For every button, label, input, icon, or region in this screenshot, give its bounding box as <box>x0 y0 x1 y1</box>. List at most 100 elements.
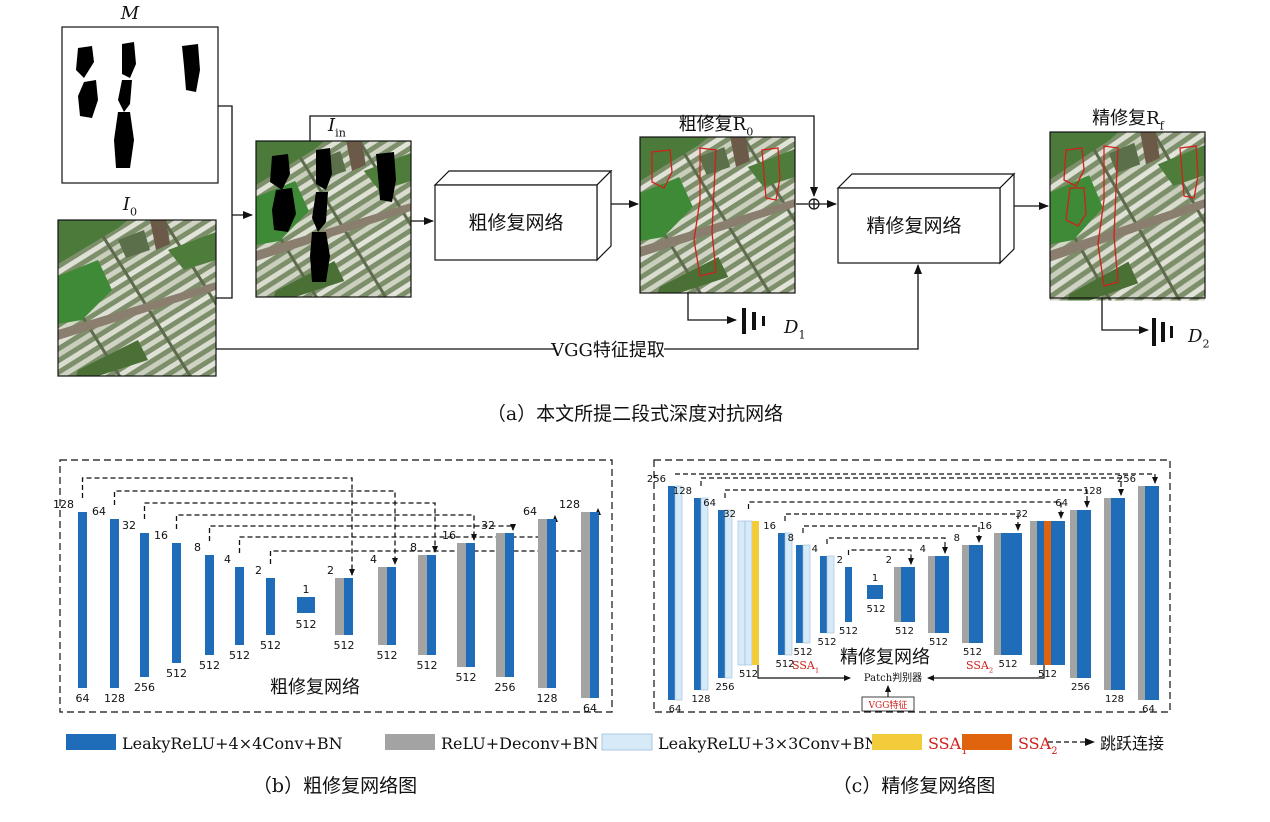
masked-hole <box>312 192 328 232</box>
encoder-block <box>110 519 119 688</box>
decoder-channel-label: 64 <box>1142 704 1155 715</box>
ssa1-label: SSA1 <box>792 659 819 674</box>
decoder-deconv-block <box>581 512 590 698</box>
conv4-block <box>935 556 942 633</box>
conv4-block <box>1058 521 1065 665</box>
deconv-block <box>994 533 1001 655</box>
arrow-to-d2 <box>1101 298 1149 334</box>
decoder-channel-label: 256 <box>1071 682 1090 693</box>
ssa1-block <box>752 521 759 665</box>
decoder-conv-block <box>344 578 353 635</box>
conv3-block <box>724 509 733 679</box>
deconv-block <box>1138 486 1145 700</box>
coarse-network-label: 粗修复网络 <box>468 212 563 234</box>
deconv-block <box>1070 510 1077 678</box>
legend-swatch <box>66 734 116 750</box>
fine-output-frame <box>1049 131 1206 299</box>
coarse-network-box-side <box>596 169 612 262</box>
decoder-size-label: 2 <box>327 564 334 577</box>
conv4-block <box>976 545 983 643</box>
masked-hole <box>272 188 296 232</box>
skip-connection <box>208 524 516 541</box>
conv3-block <box>700 497 709 691</box>
fine-repair-outline <box>1179 145 1199 199</box>
vgg-line-right <box>664 264 922 350</box>
encoder-size-label: 16 <box>154 529 168 542</box>
ssa2-to-patch <box>927 665 1045 681</box>
d1-icon-bar <box>762 316 765 326</box>
decoder-size-label: 4 <box>920 544 926 555</box>
arrow-to-d1 <box>687 293 737 324</box>
decoder-channel-label: 512 <box>417 659 438 672</box>
decoder-channel-label: 512 <box>456 671 477 684</box>
mask-hole <box>114 112 134 168</box>
encoder-size-label: 8 <box>194 541 201 554</box>
decoder-channel-label: 512 <box>963 647 982 658</box>
input-image-content <box>58 220 216 376</box>
fine-repair-outline <box>1063 147 1085 187</box>
encoder-channel-label: 256 <box>134 681 155 694</box>
decoder-size-label: 4 <box>370 553 377 566</box>
encoder-channel-label: 128 <box>691 694 710 705</box>
ssa2-label: SSA2 <box>966 659 993 674</box>
decoder-channel-label: 512 <box>334 639 355 652</box>
encoder-size-label: 4 <box>224 553 231 566</box>
decoder-channel-label: 64 <box>583 702 597 715</box>
decoder-size-label: 64 <box>523 505 537 518</box>
decoder-channel-label: 512 <box>998 659 1017 670</box>
caption-b: （b）粗修复网络图 <box>253 775 417 797</box>
deconv-block <box>894 567 901 622</box>
decoder-conv-block <box>547 519 556 688</box>
skip-connection <box>826 537 948 554</box>
fine-network-box-top <box>836 173 1016 189</box>
conv4-block <box>1008 533 1015 655</box>
mask-label: M <box>120 3 140 24</box>
conv4-block <box>845 567 852 622</box>
skip-connection <box>747 501 1064 519</box>
encoder-channel-label: 64 <box>76 692 90 705</box>
decoder-channel-label: 512 <box>377 649 398 662</box>
fine-repair-outline <box>1065 187 1087 227</box>
skip-connection <box>700 477 1124 496</box>
mask-hole <box>78 80 98 118</box>
conv4-block <box>694 498 701 690</box>
skip-connection <box>784 513 1021 531</box>
masked-hole <box>310 232 330 282</box>
conv4-block <box>718 510 725 678</box>
conv4-block <box>1145 486 1152 700</box>
encoder-channel-label: 512 <box>229 649 250 662</box>
decoder-size-label: 2 <box>886 555 892 566</box>
ssa2-block <box>1044 521 1051 665</box>
decoder-channel-label: 128 <box>537 692 558 705</box>
fine-network-label: 精修复网络 <box>866 215 961 237</box>
ssa1-to-patch <box>757 665 851 681</box>
conv3-block <box>674 485 683 701</box>
deconv-block <box>928 556 935 633</box>
conv3-block <box>784 532 793 656</box>
encoder-channel-label: 512 <box>166 667 187 680</box>
conv3-block <box>744 520 753 666</box>
decoder-conv-block <box>387 567 396 645</box>
encoder-size-label: 2 <box>837 555 843 566</box>
bottleneck-size-label: 1 <box>872 573 878 584</box>
masked-hole <box>316 148 332 190</box>
conv4-block <box>1118 498 1125 690</box>
skip-connection <box>675 473 1158 484</box>
decoder-deconv-block <box>418 555 427 655</box>
merge-bracket <box>216 105 233 299</box>
d2-icon-bar <box>1152 318 1156 346</box>
mask-hole <box>122 42 136 78</box>
coarse-output-frame <box>639 136 796 294</box>
decoder-conv-block <box>466 543 475 667</box>
conv4-block <box>668 486 675 700</box>
fine-detail-title: 精修复网络 <box>840 647 930 668</box>
skip-connection <box>802 525 982 543</box>
decoder-size-label: 32 <box>481 519 495 532</box>
encoder-size-label: 16 <box>763 521 776 532</box>
decoder-channel-label: 256 <box>495 681 516 694</box>
legend-label: ReLU+Deconv+BN <box>441 734 599 753</box>
bottleneck-size-label: 1 <box>303 583 310 596</box>
masked-label: Iin <box>327 115 346 139</box>
legend-label: LeakyReLU+3×3Conv+BN <box>658 734 879 753</box>
masked-hole <box>270 154 290 190</box>
